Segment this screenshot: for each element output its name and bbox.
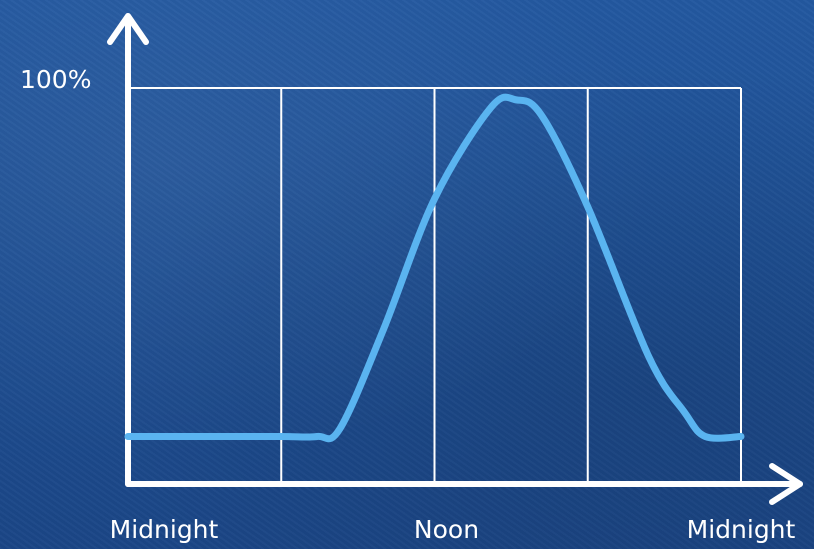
x-tick-label: Noon	[414, 515, 479, 544]
x-tick-label: Midnight	[110, 515, 219, 544]
x-axis-arrow	[769, 463, 803, 505]
y-axis-arrow	[107, 13, 149, 45]
x-tick-labels: Midnight Noon Midnight	[110, 515, 796, 544]
grid	[128, 87, 742, 484]
y-axis-top-label: 100%	[20, 65, 91, 94]
x-tick-label: Midnight	[687, 515, 796, 544]
axes	[107, 13, 803, 505]
series-line	[124, 93, 745, 443]
